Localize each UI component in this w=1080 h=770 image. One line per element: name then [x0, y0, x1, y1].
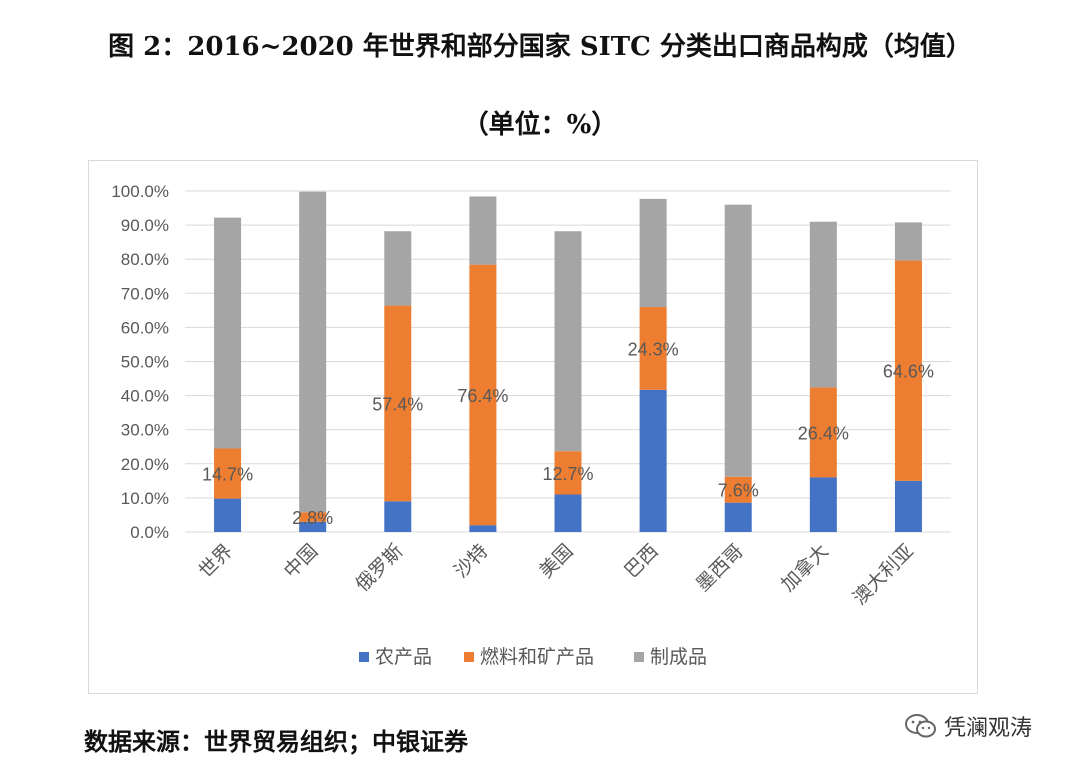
data-label: 64.6% [883, 362, 934, 382]
bar-segment [894, 260, 922, 481]
bar-segment [214, 498, 242, 532]
source-note: 数据来源：世界贸易组织；中银证券 [84, 727, 468, 756]
y-tick-label: 90.0% [121, 216, 169, 235]
chart-title: 图 2：2016~2020 年世界和部分国家 SITC 分类出口商品构成（均值） [108, 32, 972, 62]
data-label: 57.4% [372, 394, 423, 414]
bar-segment [809, 477, 837, 532]
bar-segment [214, 217, 242, 449]
stacked-bar-chart: 0.0% 10.0% 20.0% 30.0% 40.0% 50.0% 60.0% 70.0% 8… [111, 182, 951, 668]
x-tick-label: 巴西 [621, 541, 663, 583]
legend-label: 制成品 [650, 646, 707, 668]
data-label: 12.7% [542, 464, 593, 484]
bar-segment [639, 198, 667, 307]
bar-segment [554, 451, 582, 495]
bar-segment [639, 389, 667, 532]
chart-unit-subtitle: （单位：%） [462, 110, 618, 140]
chart-frame: 0.0% 10.0% 20.0% 30.0% 40.0% 50.0% 60.0% 70.0% 8… [88, 160, 978, 694]
bar-segment [639, 306, 667, 390]
data-label: 76.4% [457, 386, 508, 406]
bar-segment [894, 222, 922, 261]
data-label: 26.4% [798, 423, 849, 443]
x-tick-label: 墨西哥 [693, 541, 748, 596]
bar-segment [809, 387, 837, 478]
bar-segment [384, 231, 412, 306]
data-label: 2.8% [292, 508, 333, 528]
y-tick-label: 70.0% [121, 284, 169, 303]
y-tick-label: 80.0% [121, 250, 169, 269]
bar-segment [299, 512, 327, 522]
bar-segment [214, 448, 242, 499]
y-tick-label: 20.0% [121, 455, 169, 474]
bar-segment [554, 494, 582, 532]
bar-segment [469, 196, 497, 265]
bar-segment [384, 501, 412, 532]
y-tick-label: 40.0% [121, 387, 169, 406]
bar-segment [469, 525, 497, 532]
bar-segment [554, 231, 582, 452]
y-tick-label: 10.0% [121, 489, 169, 508]
bar-segment [894, 480, 922, 532]
legend-label: 燃料和矿产品 [480, 646, 594, 668]
bar-segment [299, 191, 327, 513]
watermark-text: 凭澜观涛 [944, 716, 1033, 741]
x-tick-label: 沙特 [450, 540, 492, 582]
bar-segment [809, 221, 837, 388]
x-tick-label: 俄罗斯 [351, 540, 407, 596]
data-label: 24.3% [628, 339, 679, 359]
data-label: 14.7% [202, 465, 253, 485]
y-tick-label: 60.0% [121, 318, 169, 337]
x-tick-label: 澳大利亚 [849, 540, 918, 609]
legend-label: 农产品 [375, 646, 432, 668]
bar-segment [724, 476, 752, 503]
bar-segment [724, 204, 752, 477]
bar-segment [299, 521, 327, 532]
bar-segment [724, 502, 752, 532]
y-tick-label: 50.0% [121, 353, 169, 372]
legend-swatch [359, 652, 369, 662]
x-tick-label: 加拿大 [776, 539, 833, 596]
watermark: 凭澜观涛 [904, 710, 1032, 742]
legend-swatch [634, 652, 644, 662]
y-tick-label: 0.0% [130, 523, 169, 542]
y-tick-label: 30.0% [121, 421, 169, 440]
bar-segment [469, 264, 497, 526]
legend-swatch [464, 652, 474, 662]
wechat-icon [905, 714, 936, 738]
x-tick-label: 美国 [535, 540, 577, 582]
x-tick-label: 中国 [280, 540, 322, 582]
x-tick-label: 世界 [195, 540, 237, 582]
data-label: 7.6% [718, 481, 759, 501]
bar-segment [384, 305, 412, 502]
y-tick-label: 100.0% [111, 182, 169, 201]
